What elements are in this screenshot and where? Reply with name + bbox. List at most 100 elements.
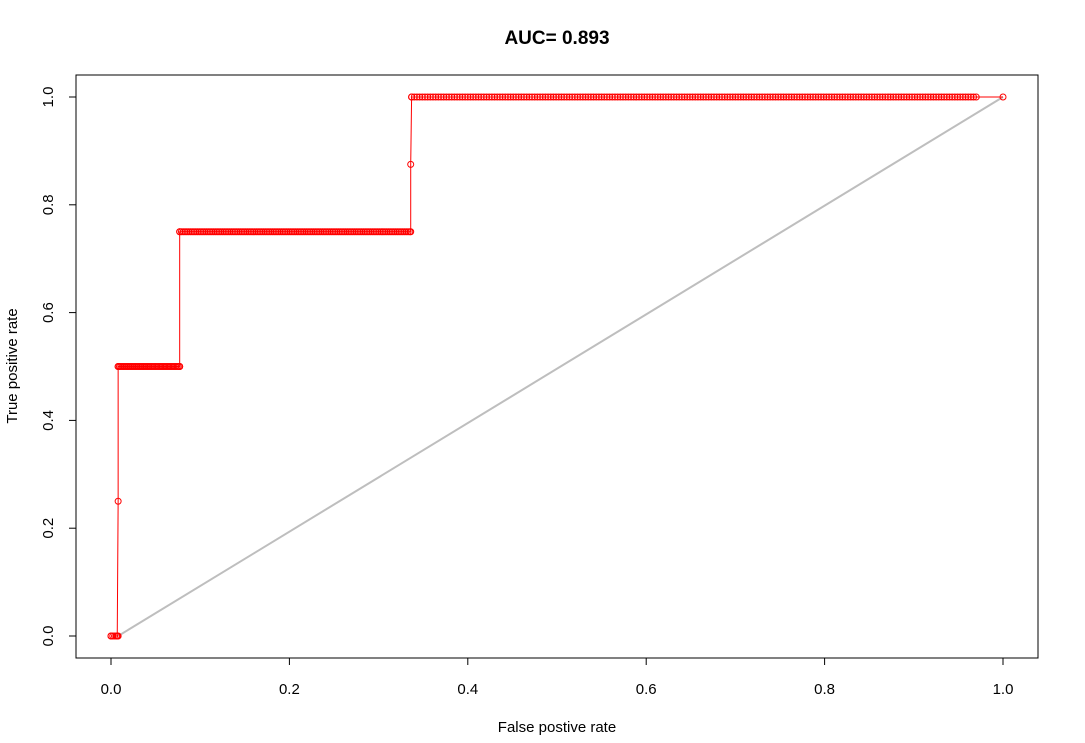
roc-point: [472, 93, 480, 101]
roc-point: [608, 93, 616, 101]
roc-point: [921, 93, 929, 101]
roc-point: [421, 93, 429, 101]
y-axis: 0.0 0.2 0.4 0.6 0.8 1.0: [40, 87, 77, 646]
roc-point: [458, 93, 466, 101]
roc-point: [590, 93, 598, 101]
roc-point: [801, 93, 809, 101]
roc-point: [464, 93, 472, 101]
roc-point: [114, 497, 122, 505]
roc-point: [622, 93, 630, 101]
roc-point: [911, 93, 919, 101]
roc-point: [836, 93, 844, 101]
roc-point: [493, 93, 501, 101]
roc-point: [833, 93, 841, 101]
roc-point: [592, 93, 600, 101]
roc-point: [683, 93, 691, 101]
roc-point: [424, 93, 432, 101]
roc-point: [940, 93, 948, 101]
roc-point: [445, 93, 453, 101]
roc-point: [747, 93, 755, 101]
roc-point: [555, 93, 563, 101]
roc-point: [461, 93, 469, 101]
roc-point: [525, 93, 533, 101]
roc-point: [466, 93, 474, 101]
roc-point: [665, 93, 672, 101]
roc-point: [967, 93, 975, 101]
roc-point: [407, 160, 415, 168]
roc-point: [742, 93, 750, 101]
roc-point: [624, 93, 632, 101]
roc-point: [710, 93, 718, 101]
x-tick-label: 0.0: [101, 681, 122, 698]
roc-point: [900, 93, 908, 101]
roc-point: [782, 93, 790, 101]
roc-point: [568, 93, 576, 101]
roc-point: [956, 93, 964, 101]
roc-point: [552, 93, 560, 101]
roc-point: [557, 93, 565, 101]
roc-point: [694, 93, 702, 101]
roc-point: [758, 93, 766, 101]
roc-point: [927, 93, 935, 101]
roc-point: [689, 93, 697, 101]
roc-point: [876, 93, 884, 101]
roc-point: [442, 93, 450, 101]
roc-point: [913, 93, 921, 101]
roc-point: [648, 93, 656, 101]
roc-point: [959, 93, 967, 101]
roc-point: [512, 93, 520, 101]
roc-point: [723, 93, 731, 101]
roc-point: [785, 93, 793, 101]
roc-point: [450, 93, 458, 101]
roc-point: [718, 93, 726, 101]
roc-point: [809, 93, 817, 101]
roc-point: [549, 93, 557, 101]
roc-point: [868, 93, 876, 101]
roc-point: [761, 93, 769, 101]
roc-point: [619, 93, 627, 101]
roc-point: [600, 93, 608, 101]
y-tick-label: 0.6: [40, 302, 57, 323]
roc-point: [892, 93, 900, 101]
roc-point: [916, 93, 924, 101]
roc-point: [611, 93, 619, 101]
roc-point: [485, 93, 493, 101]
roc-point: [970, 93, 978, 101]
roc-point: [865, 93, 873, 101]
roc-point: [176, 363, 184, 370]
roc-point: [806, 93, 814, 101]
roc-point: [729, 93, 737, 101]
roc-point: [798, 93, 806, 101]
roc-point: [777, 93, 785, 101]
x-tick-label: 0.8: [814, 681, 835, 698]
roc-point: [627, 93, 635, 101]
roc-point: [726, 93, 734, 101]
roc-point: [488, 93, 496, 101]
roc-point: [830, 93, 838, 101]
roc-point: [879, 93, 887, 101]
roc-point: [713, 93, 721, 101]
roc-point: [793, 93, 801, 101]
roc-point: [897, 93, 905, 101]
roc-point: [576, 93, 584, 101]
roc-point: [820, 93, 828, 101]
roc-point: [643, 93, 651, 101]
roc-point: [881, 93, 889, 101]
roc-point: [943, 93, 951, 101]
roc-point: [496, 93, 504, 101]
roc-point: [654, 93, 662, 101]
roc-point: [871, 93, 879, 101]
roc-point: [774, 93, 782, 101]
roc-point: [739, 93, 747, 101]
roc-point: [587, 93, 595, 101]
roc-point: [838, 93, 846, 101]
roc-point: [804, 93, 812, 101]
roc-point: [780, 93, 788, 101]
roc-point: [814, 93, 822, 101]
y-tick-label: 1.0: [40, 87, 57, 108]
roc-point: [632, 93, 640, 101]
roc-point: [873, 93, 881, 101]
roc-point: [667, 93, 675, 101]
roc-point: [406, 228, 414, 236]
